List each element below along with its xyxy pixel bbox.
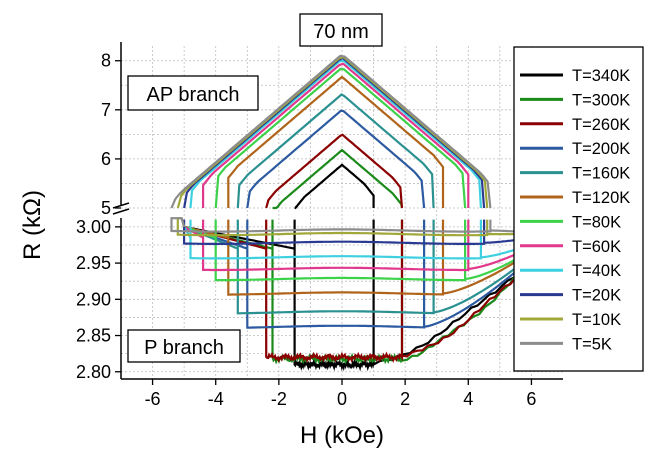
series-line-ap xyxy=(227,75,445,209)
x-tick-label: -2 xyxy=(271,389,287,409)
x-tick-label: -6 xyxy=(145,389,161,409)
ap-branch-label: AP branch xyxy=(146,84,239,106)
series-line-p xyxy=(183,219,557,245)
series-layer xyxy=(170,54,558,372)
y-tick-label-bottom: 2.90 xyxy=(76,289,111,309)
legend-entry: T=80K xyxy=(572,213,621,231)
x-tick-label: -4 xyxy=(208,389,224,409)
chart-title: 70 nm xyxy=(313,21,369,43)
y-tick-label-bottom: 2.85 xyxy=(76,326,111,346)
ap-branch-box xyxy=(127,75,259,111)
legend-entry: T=260K xyxy=(572,116,630,134)
x-tick-label: 0 xyxy=(337,389,347,409)
legend-entry: T=10K xyxy=(572,311,621,329)
series-line-ap xyxy=(189,59,483,209)
series-line-ap xyxy=(236,93,435,209)
series-line-ap xyxy=(201,62,470,209)
x-tick-label: 2 xyxy=(400,389,410,409)
text-layer: -6 -4 -2 0 2 4 6 5 6 7 8 2.80 2.85 2.90 2.95 3.00 H (kOe… xyxy=(19,13,536,449)
series-line-ap xyxy=(294,163,375,210)
series-line-p xyxy=(176,217,557,237)
series-line-p xyxy=(183,219,558,272)
y-tick-label-bottom: 3.00 xyxy=(76,217,111,237)
series-line-ap xyxy=(246,109,426,209)
y-tick-label-top: 6 xyxy=(101,149,111,169)
series-line-ap xyxy=(214,67,467,209)
legend-entry: T=300K xyxy=(572,91,630,109)
axis-break-mark xyxy=(112,202,130,209)
legend: T=340K T=300K T=260K T=200K T=160K T=120K T=80… xyxy=(513,46,644,372)
axes-layer xyxy=(112,42,563,385)
y-tick-label-top: 7 xyxy=(101,100,111,120)
series-line-ap xyxy=(170,54,492,209)
axis-break-mark xyxy=(112,208,130,215)
series-line-p xyxy=(183,219,558,372)
x-axis-title: H (kOe) xyxy=(300,422,384,449)
series-line-p xyxy=(183,219,558,364)
series-line-p xyxy=(183,219,558,329)
legend-entry: T=200K xyxy=(572,140,630,158)
legend-entry: T=120K xyxy=(572,189,630,207)
y-tick-label-top: 5 xyxy=(101,198,111,218)
y-tick-label-top: 8 xyxy=(101,51,111,71)
legend-entry: T=40K xyxy=(572,262,621,280)
series-line-ap xyxy=(272,148,404,210)
y-axis-title: R (kΩ) xyxy=(19,190,46,260)
legend-entry: T=20K xyxy=(572,287,621,305)
series-line-p xyxy=(183,219,558,315)
x-tick-label: 6 xyxy=(526,389,536,409)
legend-entry: T=340K xyxy=(572,67,630,85)
y-tick-label-bottom: 2.95 xyxy=(76,253,111,273)
legend-entry: T=60K xyxy=(572,238,621,256)
title-box xyxy=(299,13,383,47)
series-line-p xyxy=(183,219,558,296)
legend-entry: T=160K xyxy=(572,165,630,183)
series-line-p xyxy=(170,217,557,236)
p-branch-box xyxy=(127,329,241,363)
legend-entry: T=5K xyxy=(572,335,612,353)
series-line-ap xyxy=(265,133,404,209)
x-tick-label: 4 xyxy=(463,389,473,409)
series-line-p xyxy=(183,219,558,282)
y-tick-label-bottom: 2.80 xyxy=(76,362,111,382)
series-line-p xyxy=(183,219,558,260)
p-branch-label: P branch xyxy=(144,337,224,359)
legend-box xyxy=(513,46,644,372)
